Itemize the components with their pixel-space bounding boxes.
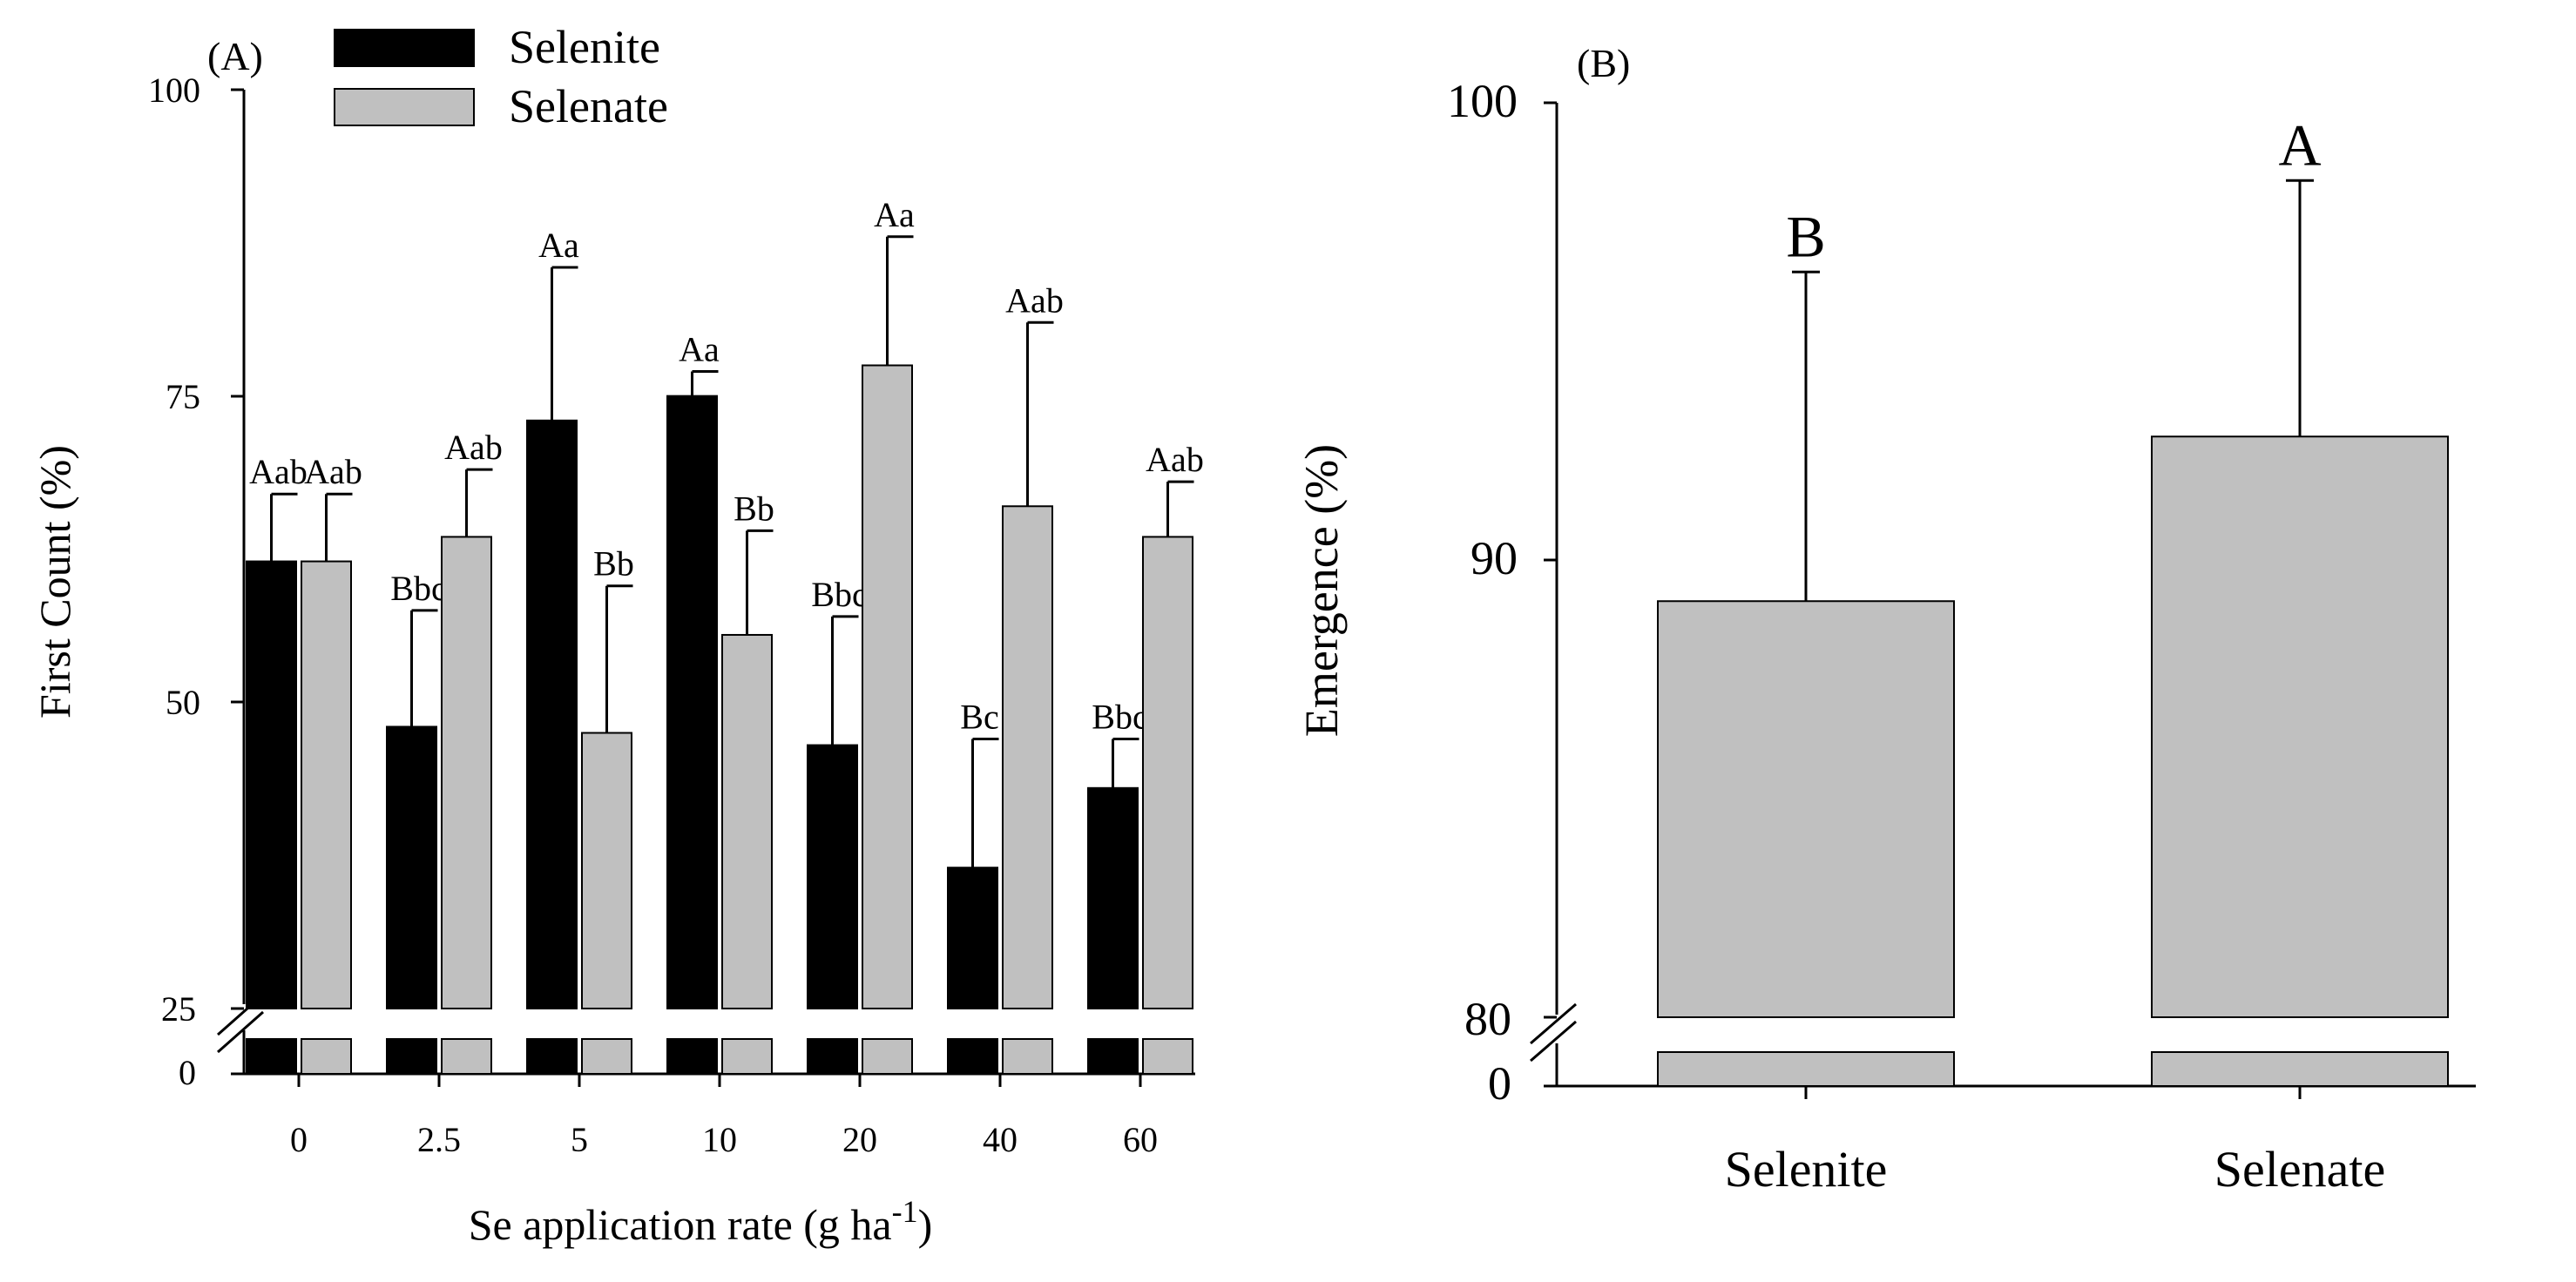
panel-a-x-label-sup: -1 [892,1194,918,1229]
bar-b-selenite [1657,600,1955,1018]
bar-b-stub-selenate [2151,1051,2449,1087]
bar-a-selenate-40 [1002,505,1053,1009]
xtick-label-a-10: 10 [702,1120,737,1159]
panel-b-marks: B Selenite A Selenate [1657,111,2449,1198]
bar-a-stub-selenate-2.5 [441,1038,492,1075]
label-a-selenite-5: Aa [538,226,579,265]
label-a-selenate-5: Bb [593,544,634,584]
bar-a-selenate-0 [301,560,352,1009]
bar-a-selenate-5 [581,732,632,1009]
panel-a-x-label: Se application rate (g ha-1) [469,1194,933,1249]
panel-b-y-label: Emergence (%) [1295,444,1348,737]
bar-a-stub-selenate-0 [301,1038,352,1075]
bar-a-selenite-5 [526,419,578,1009]
panel-a-x-label-main: Se application rate (g ha [469,1200,892,1249]
label-a-selenate-40: Aab [1005,280,1064,320]
panel-b-axis-break-2 [1530,1020,1577,1063]
panel-a-x-label-tail: ) [918,1200,933,1249]
panel-b-axis-break-1 [1530,1002,1577,1045]
bar-a-selenite-0 [246,560,297,1009]
bar-a-stub-selenate-5 [581,1038,632,1075]
bar-a-stub-selenite-5 [526,1038,578,1075]
label-a-selenate-0: Aab [304,452,362,491]
panel-a-ytick-label-25: 25 [161,989,196,1029]
bar-a-stub-selenate-10 [721,1038,773,1075]
panel-b-label: (B) [1577,41,1630,85]
panel-a: (A) 100 75 50 25 0 First Count (%) Se ap… [30,21,1204,1249]
panel-a-ytick-label-50: 50 [166,683,200,722]
bar-a-stub-selenite-0 [246,1038,297,1075]
bar-a-selenate-60 [1142,536,1193,1009]
xtick-label-a-5: 5 [571,1120,588,1159]
label-a-selenate-60: Aab [1146,440,1204,479]
label-a-selenite-20: Bbc [811,575,867,614]
bar-a-selenite-20 [807,744,858,1009]
xtick-label-a-0: 0 [290,1120,308,1159]
bar-a-selenate-2.5 [441,536,492,1009]
bar-a-stub-selenite-10 [666,1038,718,1075]
label-b-selenate: A [2278,111,2321,178]
xtick-label-a-40: 40 [983,1120,1018,1159]
panel-b-ytick-label-90: 90 [1471,532,1518,584]
label-a-selenite-10: Aa [679,330,720,369]
legend-label-selenite: Selenite [509,21,660,73]
bar-a-selenate-10 [721,633,773,1009]
bar-a-selenate-20 [862,364,913,1009]
label-a-selenate-20: Aa [874,195,915,234]
panel-b-ytick-label-0: 0 [1488,1057,1511,1110]
label-a-selenate-10: Bb [734,489,774,528]
legend-swatch-selenate [334,88,475,126]
xtick-label-b-selenite: Selenite [1725,1141,1888,1198]
bar-a-selenite-2.5 [386,725,437,1009]
bar-a-stub-selenite-20 [807,1038,858,1075]
bar-a-stub-selenate-40 [1002,1038,1053,1075]
panel-b-ytick-label-80: 80 [1464,993,1511,1045]
panel-a-ytick-label-0: 0 [179,1053,196,1092]
bar-a-selenite-60 [1087,786,1139,1009]
label-a-selenite-40: Bc [960,698,998,737]
legend-swatch-selenite [334,29,475,67]
xtick-label-b-selenate: Selenate [2214,1141,2385,1198]
xtick-label-a-20: 20 [842,1120,877,1159]
bar-a-selenite-10 [666,395,718,1009]
label-a-selenate-2.5: Aab [444,428,503,467]
label-a-selenite-0: Aab [249,452,308,491]
panel-a-ytick-label-75: 75 [166,377,200,416]
panel-a-axis-break-2 [217,1010,264,1054]
panel-b: (B) 100 90 80 0 Emergence (%) B Selenite A… [1295,41,2476,1198]
label-a-selenite-2.5: Bbc [390,569,446,608]
bar-a-stub-selenate-20 [862,1038,913,1075]
xtick-label-a-2.5: 2.5 [417,1120,461,1159]
bar-a-stub-selenite-60 [1087,1038,1139,1075]
bar-b-selenate [2151,435,2449,1018]
panel-a-marks: AabAab0BbcAab2.5AaBb5AaBb10BbcAa20BcAab4… [246,195,1204,1159]
xtick-label-a-60: 60 [1123,1120,1158,1159]
panel-a-ytick-label-100: 100 [148,71,200,110]
bar-a-selenite-40 [947,867,998,1009]
panel-a-y-label: First Count (%) [30,445,79,719]
bar-a-stub-selenite-2.5 [386,1038,437,1075]
bar-a-stub-selenite-40 [947,1038,998,1075]
bar-b-stub-selenite [1657,1051,1955,1087]
legend-label-selenate: Selenate [509,80,668,132]
label-a-selenite-60: Bbc [1092,698,1147,737]
panel-a-label: (A) [207,34,263,78]
bar-a-stub-selenate-60 [1142,1038,1193,1075]
panel-b-ytick-label-100: 100 [1447,75,1518,127]
label-b-selenite: B [1786,203,1825,269]
